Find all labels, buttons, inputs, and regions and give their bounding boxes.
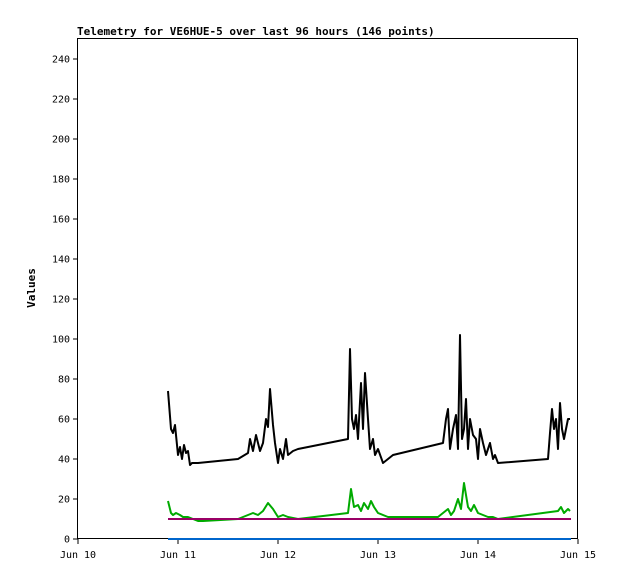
series-layer xyxy=(167,334,571,540)
y-tick-label: 40 xyxy=(58,455,70,466)
x-tick-label: Jun 13 xyxy=(360,550,396,561)
y-tick-label: 180 xyxy=(52,175,70,186)
y-tick-label: 100 xyxy=(52,335,70,346)
x-tick-label: Jun 12 xyxy=(260,550,296,561)
chart-title: Telemetry for VE6HUE-5 over last 96 hour… xyxy=(77,25,435,38)
y-tick-label: 200 xyxy=(52,135,70,146)
y-tick-label: 160 xyxy=(52,215,70,226)
y-tick-label: 240 xyxy=(52,55,70,66)
y-tick-label: 60 xyxy=(58,415,70,426)
series-line-1 xyxy=(167,334,570,466)
x-axis-ticks: Jun 10 Jun 11 Jun 12 Jun 13 Jun 14 Jun 15 xyxy=(60,539,596,561)
x-tick-label: Jun 15 xyxy=(560,550,596,561)
series-line-2 xyxy=(167,482,571,522)
y-axis-ticks: 0 20 40 60 80 100 120 140 160 180 200 220 240 xyxy=(52,55,78,546)
y-tick-label: 0 xyxy=(64,535,70,546)
y-tick-label: 140 xyxy=(52,255,70,266)
x-tick-label: Jun 10 xyxy=(60,550,96,561)
y-tick-label: 120 xyxy=(52,295,70,306)
x-tick-label: Jun 14 xyxy=(460,550,496,561)
x-tick-label: Jun 11 xyxy=(160,550,196,561)
y-tick-label: 80 xyxy=(58,375,70,386)
y-tick-label: 20 xyxy=(58,495,70,506)
y-tick-label: 220 xyxy=(52,95,70,106)
y-axis-label: Values xyxy=(25,268,38,308)
